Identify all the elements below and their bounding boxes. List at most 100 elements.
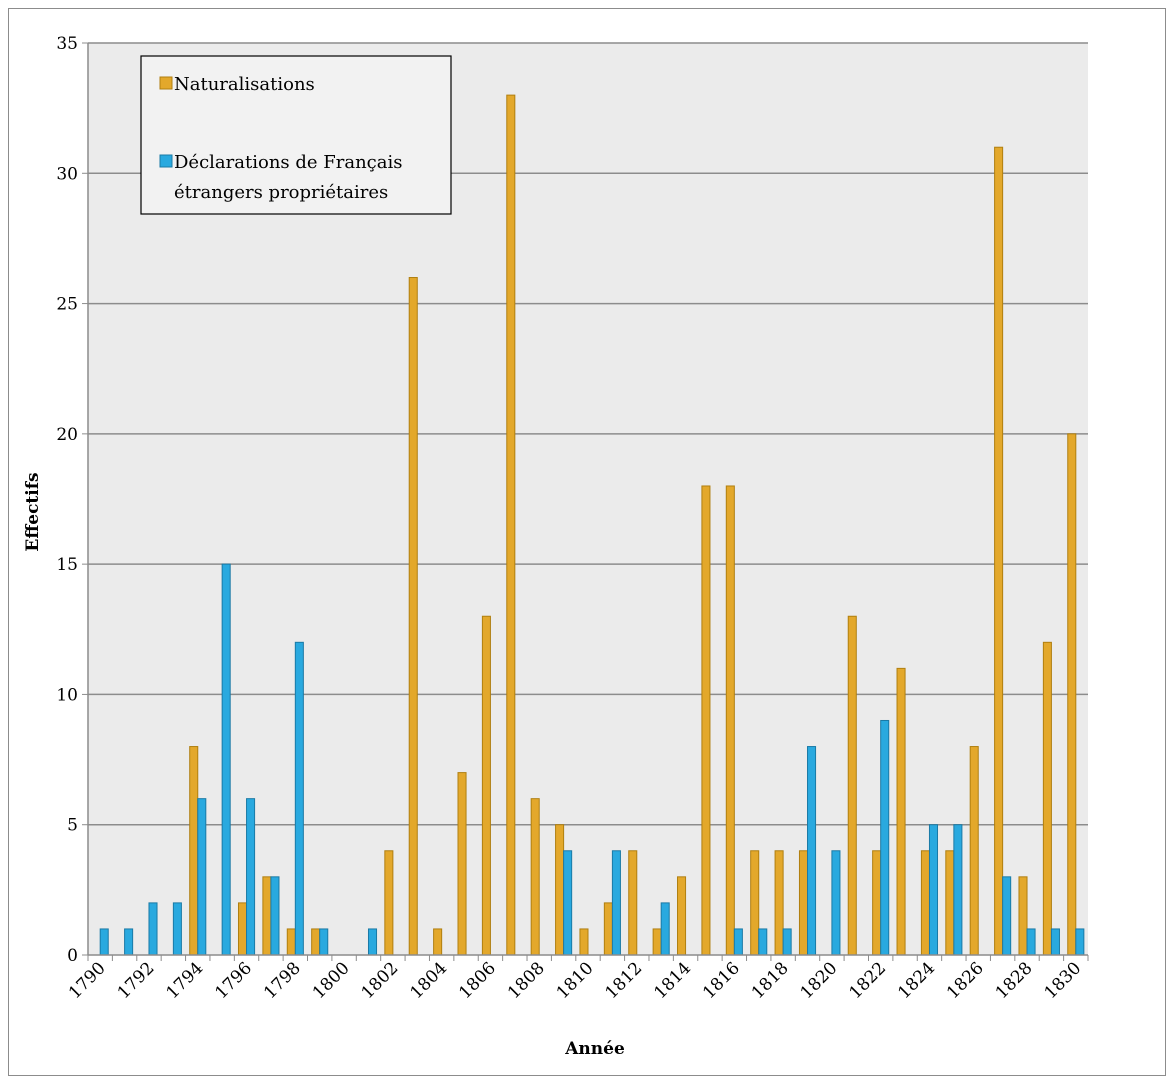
bar-naturalisations-1806 xyxy=(481,615,491,956)
legend-box xyxy=(140,55,452,215)
bar-declarations-1813 xyxy=(660,902,670,956)
bar-declarations-1822 xyxy=(880,719,890,956)
bar-naturalisations-1826 xyxy=(969,746,979,956)
y-tick-label: 25 xyxy=(56,295,78,315)
bar-declarations-1818 xyxy=(782,928,792,956)
legend-label-naturalisations: Naturalisations xyxy=(174,74,315,95)
x-tick-label: 1806 xyxy=(455,958,500,1003)
bar-declarations-1830 xyxy=(1075,928,1085,956)
x-tick-label: 1794 xyxy=(163,958,208,1003)
y-tick-labels: 0 5 10 15 20 25 30 35 xyxy=(56,34,88,966)
bar-naturalisations-1804 xyxy=(433,928,443,956)
bar-naturalisations-1799 xyxy=(311,928,321,956)
bar-naturalisations-1815 xyxy=(701,485,711,956)
y-tick-label: 5 xyxy=(67,816,78,836)
x-axis-title: Année xyxy=(564,1039,625,1059)
x-tick-labels: 1790 1792 1794 1796 1798 1800 1802 1804 1806 1808… xyxy=(65,955,1089,1003)
bar-declarations-1829 xyxy=(1050,928,1060,956)
bar-naturalisations-1818 xyxy=(774,850,784,956)
bar-naturalisations-1816 xyxy=(725,485,735,956)
y-tick-label: 35 xyxy=(56,34,78,54)
bar-declarations-1811 xyxy=(611,850,621,956)
bar-naturalisations-1814 xyxy=(677,876,687,956)
bar-declarations-1825 xyxy=(953,824,963,956)
bar-naturalisations-1805 xyxy=(457,772,467,956)
bar-naturalisations-1830 xyxy=(1067,433,1077,956)
x-tick-label: 1810 xyxy=(553,958,598,1003)
legend-swatch-naturalisations xyxy=(159,76,173,90)
bar-naturalisations-1807 xyxy=(506,94,516,956)
bar-declarations-1798 xyxy=(294,641,304,956)
bar-declarations-1828 xyxy=(1026,928,1036,956)
bar-naturalisations-1828 xyxy=(1018,876,1028,956)
bar-declarations-1799 xyxy=(319,928,329,956)
bar-naturalisations-1796 xyxy=(237,902,248,956)
x-tick-label: 1814 xyxy=(650,958,695,1003)
bar-naturalisations-1812 xyxy=(628,850,638,956)
bar-declarations-1792 xyxy=(148,902,158,956)
bar-naturalisations-1809 xyxy=(555,824,565,956)
legend-swatch-declarations xyxy=(159,154,173,168)
bar-declarations-1801 xyxy=(367,928,378,956)
bar-declarations-1795 xyxy=(221,563,231,956)
x-tick-label: 1830 xyxy=(1041,958,1086,1003)
bar-naturalisations-1797 xyxy=(262,876,272,956)
bar-declarations-1809 xyxy=(563,850,573,956)
bar-naturalisations-1811 xyxy=(603,902,613,956)
x-tick-label: 1812 xyxy=(602,958,647,1003)
bar-naturalisations-1802 xyxy=(384,850,394,956)
bar-naturalisations-1794 xyxy=(189,746,199,956)
x-tick-label: 1804 xyxy=(406,958,451,1003)
bar-naturalisations-1817 xyxy=(750,850,760,956)
bar-declarations-1820 xyxy=(831,850,841,956)
bar-naturalisations-1821 xyxy=(847,615,857,956)
bar-naturalisations-1808 xyxy=(530,798,540,956)
y-tick-label: 20 xyxy=(56,425,78,445)
legend-label-declarations-line1: Déclarations de Français xyxy=(174,152,403,173)
bar-naturalisations-1798 xyxy=(286,928,296,956)
bar-declarations-1824 xyxy=(928,824,939,956)
bar-declarations-1816 xyxy=(733,928,743,956)
legend-label-declarations-line2: étrangers propriétaires xyxy=(174,182,388,203)
bars xyxy=(99,94,1085,956)
bar-naturalisations-1823 xyxy=(896,667,906,956)
y-tick-label: 10 xyxy=(56,685,78,705)
y-tick-label: 0 xyxy=(67,946,78,966)
x-tick-label: 1792 xyxy=(114,958,159,1003)
x-tick-label: 1824 xyxy=(894,958,939,1003)
bar-naturalisations-1803 xyxy=(408,277,418,956)
x-tick-label: 1800 xyxy=(309,958,354,1003)
x-tick-label: 1828 xyxy=(992,958,1037,1003)
bar-declarations-1796 xyxy=(246,798,256,956)
y-axis-title: Effectifs xyxy=(23,472,43,551)
bar-naturalisations-1822 xyxy=(872,850,882,956)
axes xyxy=(87,43,1088,956)
bar-naturalisations-1824 xyxy=(920,850,930,956)
bar-declarations-1827 xyxy=(1002,876,1012,956)
x-tick-label: 1826 xyxy=(943,958,988,1003)
bar-declarations-1817 xyxy=(758,928,768,956)
bar-declarations-1794 xyxy=(197,798,207,956)
y-tick-label: 30 xyxy=(56,164,78,184)
bar-declarations-1791 xyxy=(124,928,134,956)
bar-naturalisations-1825 xyxy=(945,850,955,956)
bar-naturalisations-1819 xyxy=(798,850,809,956)
bar-naturalisations-1829 xyxy=(1042,641,1052,956)
x-tick-label: 1808 xyxy=(504,958,549,1003)
legend: Naturalisations Déclarations de Français… xyxy=(140,55,452,215)
y-tick-label: 15 xyxy=(56,555,78,575)
x-tick-label: 1802 xyxy=(358,958,403,1003)
bar-declarations-1797 xyxy=(270,876,280,956)
x-tick-label: 1816 xyxy=(699,958,744,1003)
bar-declarations-1793 xyxy=(172,902,182,956)
bar-naturalisations-1827 xyxy=(994,146,1004,956)
x-tick-label: 1822 xyxy=(845,958,890,1003)
bar-naturalisations-1810 xyxy=(579,928,589,956)
bar-declarations-1790 xyxy=(99,928,109,956)
bar-declarations-1819 xyxy=(807,746,817,956)
x-tick-label: 1820 xyxy=(797,958,842,1003)
x-tick-label: 1796 xyxy=(211,958,256,1003)
x-tick-label: 1818 xyxy=(748,958,793,1003)
bar-naturalisations-1813 xyxy=(652,928,662,956)
